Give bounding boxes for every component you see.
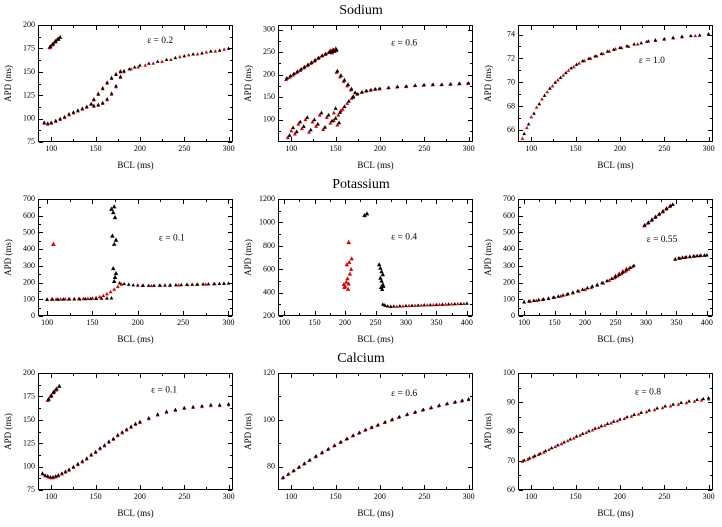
- chart-canvas-sodium-eps-0.6: [242, 19, 480, 171]
- row-title-potassium: Potassium: [332, 177, 390, 192]
- subplot-sodium-eps-1.0: [482, 19, 720, 171]
- chart-canvas-calcium-eps-0.8: [482, 367, 720, 519]
- row-potassium: Potassium: [0, 176, 722, 345]
- subplot-potassium-eps-0.55: [482, 193, 720, 345]
- subplot-potassium-eps-0.4: [242, 193, 480, 345]
- subplot-calcium-eps-0.1: [2, 367, 240, 519]
- row-title-calcium: Calcium: [337, 351, 385, 366]
- subplot-sodium-eps-0.2: [2, 19, 240, 171]
- charts-row-calcium: [0, 367, 722, 519]
- chart-canvas-calcium-eps-0.6: [242, 367, 480, 519]
- chart-canvas-potassium-eps-0.1: [2, 193, 240, 345]
- subplot-calcium-eps-0.6: [242, 367, 480, 519]
- subplot-potassium-eps-0.1: [2, 193, 240, 345]
- subplot-sodium-eps-0.6: [242, 19, 480, 171]
- chart-canvas-potassium-eps-0.4: [242, 193, 480, 345]
- chart-canvas-potassium-eps-0.55: [482, 193, 720, 345]
- charts-row-potassium: [0, 193, 722, 345]
- charts-row-sodium: [0, 19, 722, 171]
- chart-canvas-sodium-eps-1.0: [482, 19, 720, 171]
- chart-canvas-calcium-eps-0.1: [2, 367, 240, 519]
- row-sodium: Sodium: [0, 2, 722, 171]
- row-title-sodium: Sodium: [339, 3, 383, 18]
- chart-canvas-sodium-eps-0.2: [2, 19, 240, 171]
- subplot-calcium-eps-0.8: [482, 367, 720, 519]
- row-calcium: Calcium: [0, 350, 722, 519]
